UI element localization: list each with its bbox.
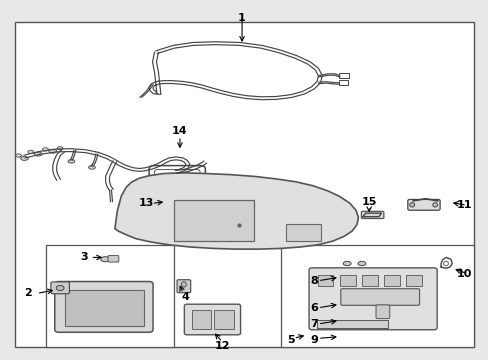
FancyBboxPatch shape xyxy=(173,200,254,241)
Text: 3: 3 xyxy=(81,252,88,262)
Text: 1: 1 xyxy=(238,13,245,23)
Bar xyxy=(46,245,173,347)
Ellipse shape xyxy=(101,257,109,262)
Ellipse shape xyxy=(357,261,365,266)
FancyBboxPatch shape xyxy=(361,211,383,219)
Text: 11: 11 xyxy=(455,200,471,210)
Text: 9: 9 xyxy=(310,335,318,345)
Ellipse shape xyxy=(68,159,75,163)
Ellipse shape xyxy=(28,150,34,153)
Text: 6: 6 xyxy=(310,303,318,313)
FancyBboxPatch shape xyxy=(51,282,69,294)
Text: 12: 12 xyxy=(214,341,230,351)
Polygon shape xyxy=(115,173,358,249)
Ellipse shape xyxy=(49,149,57,153)
Ellipse shape xyxy=(34,152,42,156)
Text: 8: 8 xyxy=(310,276,318,286)
FancyBboxPatch shape xyxy=(108,256,119,262)
Bar xyxy=(316,320,387,328)
Bar xyxy=(64,290,143,326)
Ellipse shape xyxy=(181,282,186,287)
Ellipse shape xyxy=(409,203,414,207)
Ellipse shape xyxy=(432,203,437,207)
Text: 5: 5 xyxy=(287,335,295,345)
Ellipse shape xyxy=(57,147,63,150)
Bar xyxy=(338,80,347,85)
FancyBboxPatch shape xyxy=(177,280,190,293)
Text: 14: 14 xyxy=(172,126,187,136)
FancyBboxPatch shape xyxy=(407,199,439,210)
Ellipse shape xyxy=(343,261,350,266)
Bar xyxy=(191,310,211,329)
Bar xyxy=(317,275,333,286)
Text: 13: 13 xyxy=(139,198,154,208)
Ellipse shape xyxy=(42,148,48,151)
FancyBboxPatch shape xyxy=(375,305,389,319)
FancyBboxPatch shape xyxy=(55,282,153,332)
Text: 4: 4 xyxy=(182,292,189,302)
Text: 10: 10 xyxy=(456,269,471,279)
Bar xyxy=(405,275,421,286)
Bar xyxy=(281,245,473,347)
Text: 2: 2 xyxy=(24,288,32,298)
Bar xyxy=(285,224,321,241)
FancyBboxPatch shape xyxy=(340,289,419,305)
Bar xyxy=(339,275,355,286)
Ellipse shape xyxy=(56,285,64,291)
Bar xyxy=(338,73,348,78)
Bar xyxy=(361,275,377,286)
Ellipse shape xyxy=(16,154,21,157)
Ellipse shape xyxy=(88,166,95,169)
Text: 15: 15 xyxy=(361,197,376,207)
Bar xyxy=(383,275,399,286)
Ellipse shape xyxy=(20,156,28,161)
FancyBboxPatch shape xyxy=(308,268,436,330)
Text: 7: 7 xyxy=(310,319,318,329)
Bar xyxy=(214,310,233,329)
FancyBboxPatch shape xyxy=(184,304,240,335)
